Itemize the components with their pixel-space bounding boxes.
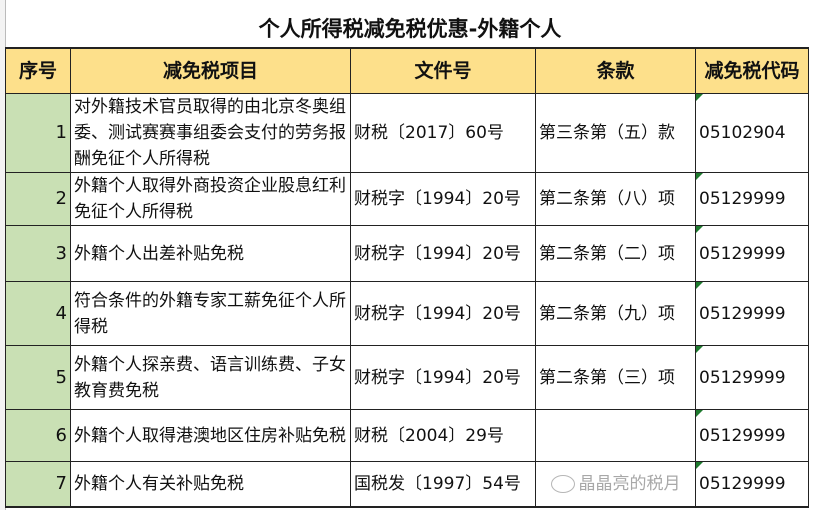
cell-item[interactable]: 对外籍技术官员取得的由北京冬奥组委、测试赛赛事组委会支付的劳务报酬免征个人所得税 xyxy=(70,93,351,173)
tax-exemption-table: 序号 减免税项目 文件号 条款 减免税代码 1 对外籍技术官员取得的由北京冬奥组委… xyxy=(5,47,809,508)
cell-code[interactable]: 05129999 xyxy=(695,172,809,226)
cell-item[interactable]: 符合条件的外籍专家工薪免征个人所得税 xyxy=(70,281,351,346)
cell-clause[interactable]: 第二条第（九）项 xyxy=(535,281,696,346)
cell-code[interactable]: 05129999 xyxy=(695,461,809,507)
watermark-text: 晶晶亮的税月 xyxy=(578,474,681,494)
table-row: 2 外籍个人取得外商投资企业股息红利免征个人所得税 财税字〔1994〕20号 第二条第… xyxy=(5,172,809,226)
header-code[interactable]: 减免税代码 xyxy=(695,47,809,94)
table-row: 1 对外籍技术官员取得的由北京冬奥组委、测试赛赛事组委会支付的劳务报酬免征个人所得… xyxy=(5,93,809,173)
cell-seq[interactable]: 5 xyxy=(5,345,71,410)
page-title: 个人所得税减免税优惠-外籍个人 xyxy=(258,17,562,41)
cell-code[interactable]: 05129999 xyxy=(695,345,809,410)
cell-seq[interactable]: 7 xyxy=(5,461,71,507)
cell-clause[interactable]: 第二条第（三）项 xyxy=(535,345,696,410)
table-row: 3 外籍个人出差补贴免税 财税字〔1994〕20号 第二条第（二）项 05129999 xyxy=(5,225,809,282)
table-row: 7 外籍个人有关补贴免税 国税发〔1997〕54号 05129999 xyxy=(5,461,809,507)
cell-doc[interactable]: 财税字〔1994〕20号 xyxy=(350,172,536,226)
table-row: 4 符合条件的外籍专家工薪免征个人所得税 财税字〔1994〕20号 第二条第（九）项 0… xyxy=(5,281,809,346)
cell-clause[interactable] xyxy=(535,409,696,462)
header-row: 序号 减免税项目 文件号 条款 减免税代码 xyxy=(5,47,809,94)
cell-item[interactable]: 外籍个人取得港澳地区住房补贴免税 xyxy=(70,409,351,462)
header-clause[interactable]: 条款 xyxy=(535,47,696,94)
cell-seq[interactable]: 1 xyxy=(5,93,71,173)
header-seq[interactable]: 序号 xyxy=(5,47,71,94)
cell-doc[interactable]: 财税〔2004〕29号 xyxy=(350,409,536,462)
cell-clause[interactable]: 第二条第（八）项 xyxy=(535,172,696,226)
cell-code[interactable]: 05129999 xyxy=(695,409,809,462)
cell-doc[interactable]: 财税字〔1994〕20号 xyxy=(350,225,536,282)
header-doc[interactable]: 文件号 xyxy=(350,47,536,94)
cell-code[interactable]: 05102904 xyxy=(695,93,809,173)
cell-clause[interactable]: 第二条第（二）项 xyxy=(535,225,696,282)
cell-code[interactable]: 05129999 xyxy=(695,225,809,282)
cell-item[interactable]: 外籍个人有关补贴免税 xyxy=(70,461,351,507)
cell-seq[interactable]: 2 xyxy=(5,172,71,226)
watermark: 晶晶亮的税月 xyxy=(550,474,681,494)
cell-doc[interactable]: 财税字〔1994〕20号 xyxy=(350,281,536,346)
cell-seq[interactable]: 3 xyxy=(5,225,71,282)
table-row: 6 外籍个人取得港澳地区住房补贴免税 财税〔2004〕29号 05129999 xyxy=(5,409,809,462)
cell-item[interactable]: 外籍个人探亲费、语言训练费、子女教育费免税 xyxy=(70,345,351,410)
cell-item[interactable]: 外籍个人取得外商投资企业股息红利免征个人所得税 xyxy=(70,172,351,226)
header-item[interactable]: 减免税项目 xyxy=(70,47,351,94)
cell-code[interactable]: 05129999 xyxy=(695,281,809,346)
cell-doc[interactable]: 国税发〔1997〕54号 xyxy=(350,461,536,507)
cell-clause[interactable]: 第三条第（五）款 xyxy=(535,93,696,173)
cell-seq[interactable]: 6 xyxy=(5,409,71,462)
cell-item[interactable]: 外籍个人出差补贴免税 xyxy=(70,225,351,282)
cell-seq[interactable]: 4 xyxy=(5,281,71,346)
cell-doc[interactable]: 财税字〔1994〕20号 xyxy=(350,345,536,410)
wechat-icon xyxy=(550,475,575,493)
table-row: 5 外籍个人探亲费、语言训练费、子女教育费免税 财税字〔1994〕20号 第二条第（三… xyxy=(5,345,809,410)
cell-doc[interactable]: 财税〔2017〕60号 xyxy=(350,93,536,173)
